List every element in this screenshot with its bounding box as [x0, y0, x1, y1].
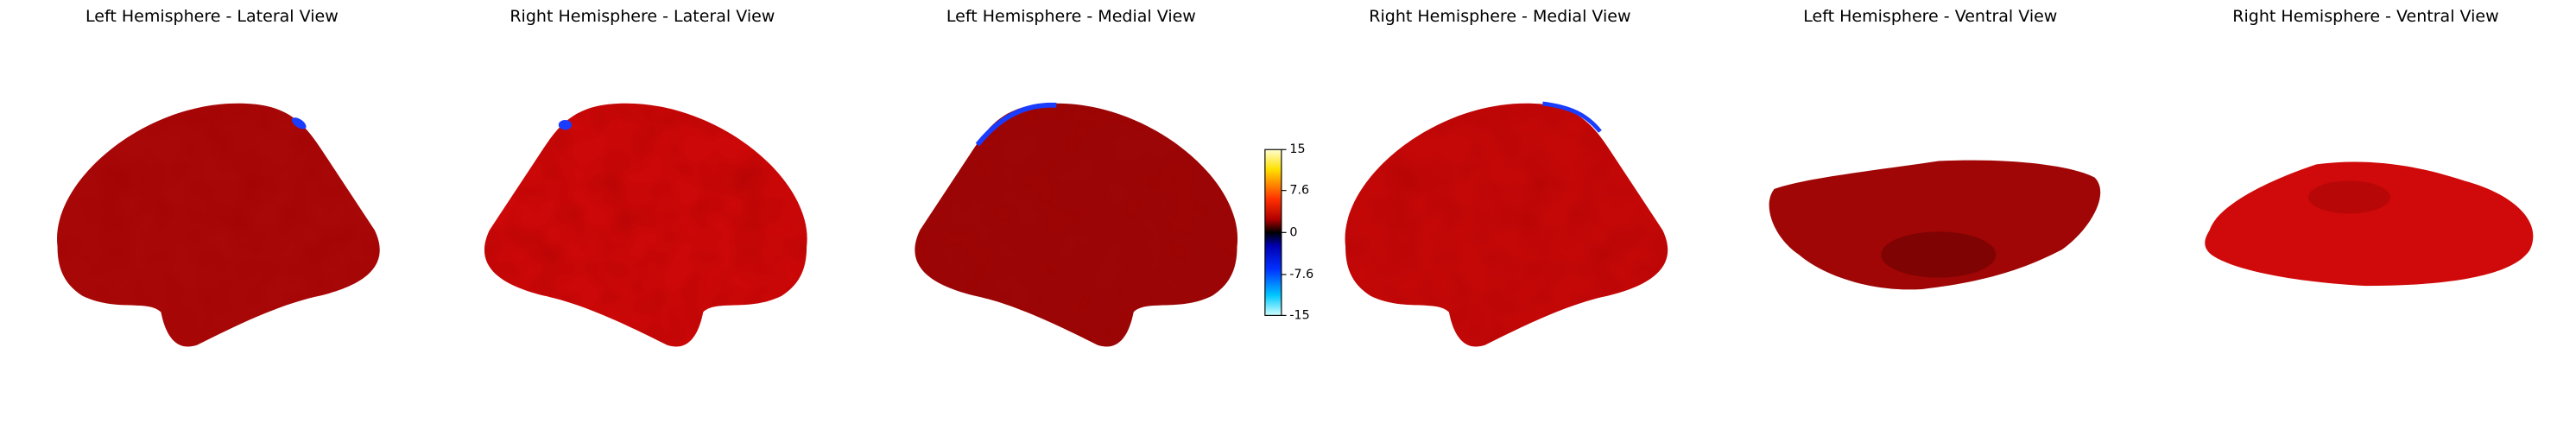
panel-title: Right Hemisphere - Medial View: [1369, 7, 1630, 26]
colorbar-ticks: 15 7.6 0 -7.6 -15: [1281, 142, 1313, 322]
tick-label: -15: [1289, 308, 1309, 322]
panel-title: Left Hemisphere - Lateral View: [85, 7, 339, 26]
tick-label: 15: [1289, 142, 1305, 156]
brain-left-medial: [915, 102, 1238, 347]
panel-title: Right Hemisphere - Ventral View: [2232, 7, 2498, 26]
brain-left-ventral: [1769, 160, 2101, 290]
tick-label: 0: [1289, 225, 1297, 239]
brain-right-ventral: [2205, 161, 2534, 287]
brain-right-lateral: [484, 103, 807, 347]
panel-title: Left Hemisphere - Ventral View: [1803, 7, 2057, 26]
brain-left-lateral: [57, 103, 380, 347]
colorbar: [1264, 148, 1282, 316]
panel-titles: Left Hemisphere - Lateral View Right Hemi…: [85, 7, 2499, 26]
panel-title: Left Hemisphere - Medial View: [946, 7, 1196, 26]
panel-title: Right Hemisphere - Lateral View: [510, 7, 775, 26]
brain-right-medial: [1345, 101, 1668, 347]
tick-label: 7.6: [1289, 184, 1309, 198]
tick-label: -7.6: [1289, 268, 1313, 281]
